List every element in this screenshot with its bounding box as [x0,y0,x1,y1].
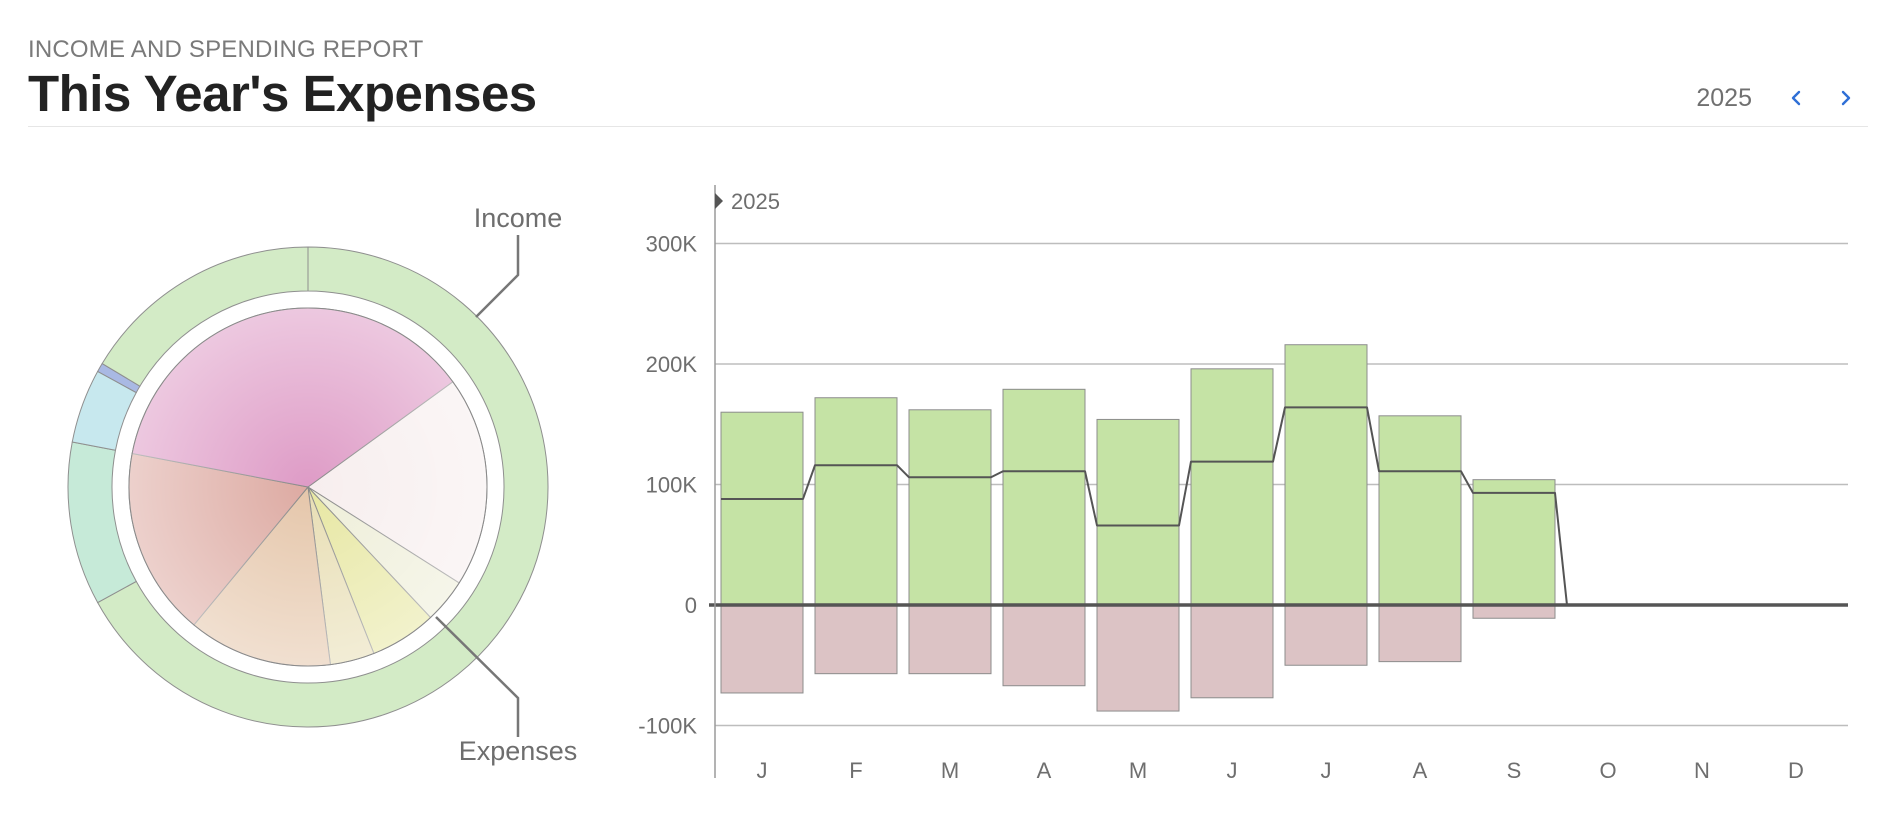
income-bar[interactable] [720,411,804,606]
expense-bar[interactable] [1096,604,1180,712]
year-navigator: 2025 [1696,76,1868,120]
income-ring-segment[interactable] [67,441,137,604]
expense-bar[interactable] [720,604,804,694]
legend-marker-icon [715,193,723,209]
expense-bar[interactable] [908,604,992,675]
x-tick-label: D [1788,758,1804,783]
y-tick-label: 300K [646,232,698,257]
x-tick-label: J [1227,758,1238,783]
selected-year: 2025 [1696,83,1752,112]
y-tick-label: -100K [638,714,697,739]
expense-bar[interactable] [1284,604,1368,666]
x-tick-label: J [757,758,768,783]
chevron-left-icon [1791,90,1801,106]
x-tick-label: A [1413,758,1428,783]
expense-bar[interactable] [1472,604,1556,619]
y-tick-label: 100K [646,473,698,498]
expense-bar[interactable] [1190,604,1274,699]
expense-bar[interactable] [1002,604,1086,687]
income-ring-segment[interactable] [101,246,309,387]
x-tick-label: M [941,758,959,783]
y-tick-label: 0 [685,593,697,618]
income-bar[interactable] [1472,479,1556,606]
income-bar[interactable] [1378,415,1462,606]
chevron-right-icon [1841,90,1851,106]
y-tick-label: 200K [646,352,698,377]
income-ring-segment[interactable] [97,246,549,728]
income-bar[interactable] [1096,418,1180,606]
report-subtitle: INCOME AND SPENDING REPORT [28,36,424,63]
income-expenses-donut-chart: Income Expenses [67,203,578,766]
income-bar[interactable] [908,409,992,606]
x-tick-label: M [1129,758,1147,783]
monthly-income-expenses-bar-chart: 300K 200K 100K 0 -100K J F M A M J J A S O N D 2025 [638,185,1848,783]
income-callout-line [475,235,520,318]
x-tick-label: N [1694,758,1710,783]
income-bar[interactable] [1002,388,1086,606]
page-title: This Year's Expenses [28,65,537,122]
x-tick-label: J [1321,758,1332,783]
x-tick-label: A [1037,758,1052,783]
expenses-callout-label: Expenses [459,736,578,766]
report-header: INCOME AND SPENDING REPORT This Year's E… [28,28,1868,127]
legend-year-label: 2025 [731,189,780,214]
expense-pie-outline [128,307,488,667]
expenses-callout-line [435,616,520,737]
income-bar[interactable] [1284,344,1368,606]
previous-year-button[interactable] [1774,76,1818,120]
income-bar[interactable] [814,397,898,606]
x-tick-label: S [1507,758,1522,783]
x-tick-label: O [1599,758,1616,783]
expense-bar[interactable] [814,604,898,675]
x-tick-label: F [849,758,862,783]
expense-bar[interactable] [1378,604,1462,663]
income-bar[interactable] [1190,368,1274,606]
income-callout-label: Income [474,203,563,233]
next-year-button[interactable] [1824,76,1868,120]
